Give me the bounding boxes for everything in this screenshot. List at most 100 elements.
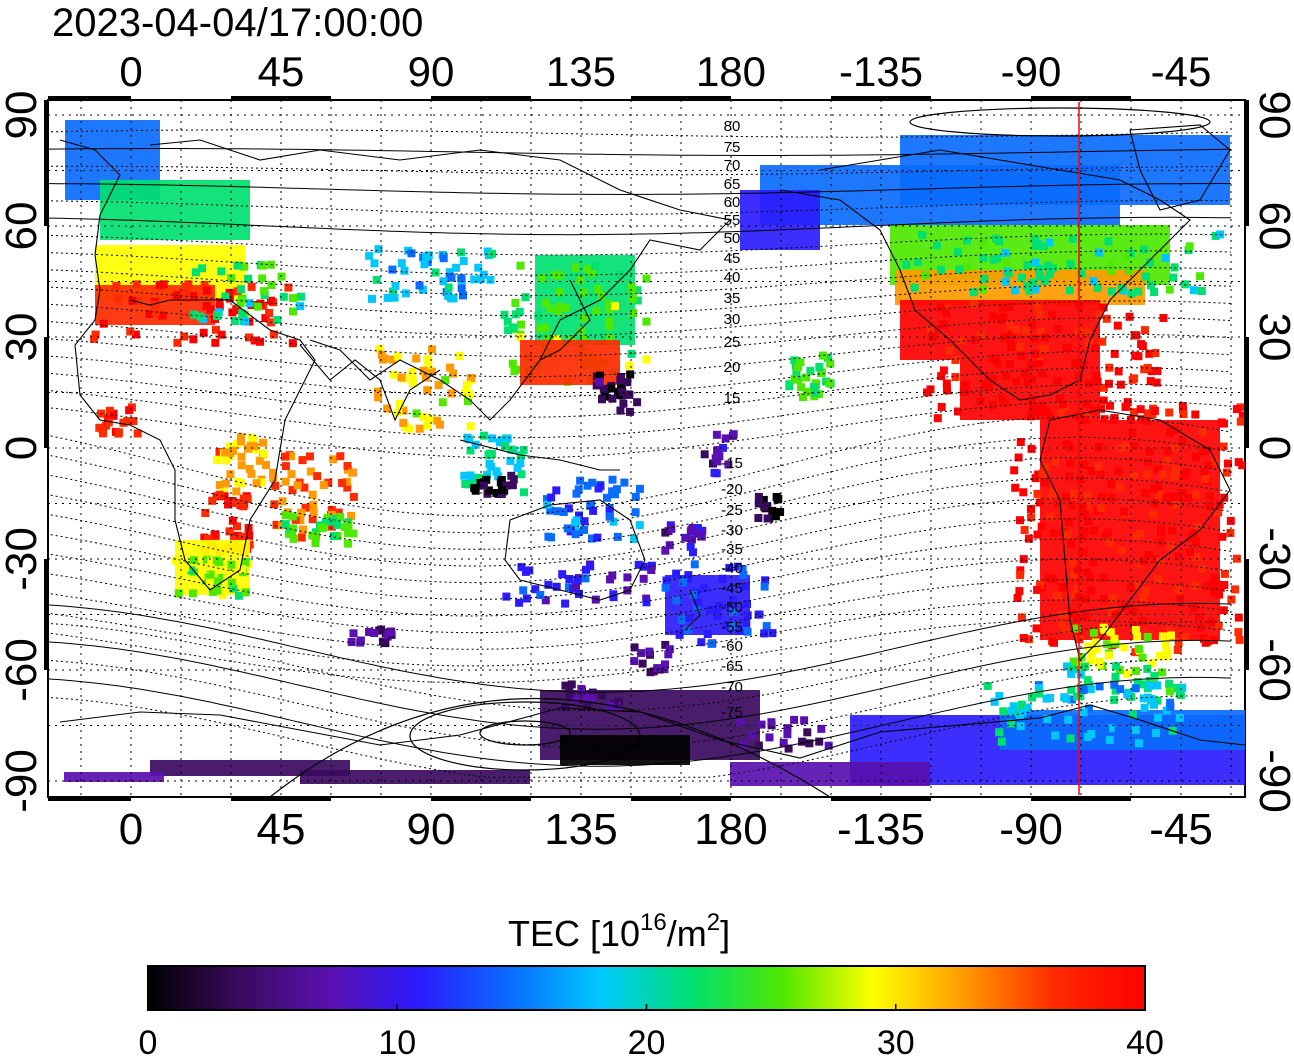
tec-cell: [1154, 713, 1163, 722]
tec-cell: [1141, 489, 1150, 498]
tec-cell: [1035, 689, 1044, 698]
tec-cell: [445, 272, 454, 281]
tec-cell: [1098, 492, 1106, 501]
tec-cell: [236, 285, 245, 294]
tec-cell: [1078, 503, 1087, 512]
tec-cell: [132, 280, 141, 289]
tec-cell: [245, 464, 254, 473]
tec-cell: [520, 488, 528, 497]
tec-cell: [661, 546, 670, 555]
tec-cell: [508, 359, 517, 368]
tec-cell: [1196, 272, 1205, 281]
top-border-band: [431, 96, 531, 101]
tec-cell: [689, 590, 698, 599]
tec-cell: [584, 265, 593, 274]
tec-cell: [452, 263, 461, 272]
tec-cell: [605, 333, 614, 342]
tec-cell: [587, 694, 596, 703]
tec-cell: [1037, 328, 1046, 336]
tec-cell: [399, 418, 408, 427]
tec-cell: [1107, 266, 1116, 275]
tec-cell: [1062, 694, 1071, 703]
tec-cell: [954, 407, 962, 416]
tec-cell: [1107, 480, 1116, 489]
tec-cell: [983, 682, 992, 690]
tec-cell: [811, 388, 820, 397]
tec-cell: [279, 292, 288, 301]
tec-cell: [951, 355, 960, 364]
tec-cell: [525, 566, 534, 575]
tec-cell: [725, 563, 734, 572]
coastline: [149, 139, 732, 421]
tec-cell: [215, 302, 224, 311]
mag-lat-contour: [48, 165, 1232, 176]
tec-cell: [709, 459, 717, 468]
tec-cell: [1048, 637, 1057, 646]
tec-cell: [513, 365, 522, 374]
tec-cell: [969, 300, 978, 309]
tec-cell: [217, 330, 226, 339]
tec-cell: [1017, 273, 1026, 282]
tec-cell: [1143, 633, 1152, 641]
tec-cell: [415, 424, 424, 433]
tec-cell: [252, 479, 261, 488]
tec-cell: [1172, 684, 1181, 693]
tec-cell: [109, 411, 118, 420]
right-border-band: [1244, 100, 1249, 226]
tec-cell: [327, 522, 336, 531]
tec-cell: [629, 309, 638, 318]
tec-cell: [963, 236, 971, 245]
tec-cell: [571, 523, 580, 531]
tec-cell: [133, 429, 142, 438]
mag-lat-contour: [48, 518, 1232, 600]
tec-cell: [1193, 523, 1202, 531]
tec-cell: [343, 462, 352, 470]
mag-lat-contour: [48, 216, 1232, 236]
mag-lat-contour: [48, 436, 1232, 534]
tec-cell: [608, 487, 617, 496]
tec-cell: [1201, 475, 1210, 483]
mag-lat-contour: [48, 558, 1232, 634]
tec-cell: [245, 333, 253, 342]
tec-cell: [818, 351, 827, 360]
tec-cell: [211, 325, 220, 334]
tec-cell: [195, 576, 204, 585]
tec-cell: [1068, 609, 1077, 618]
tec-cell: [179, 568, 188, 577]
tec-cell: [1089, 277, 1098, 286]
mag-lat-label: -20: [721, 481, 743, 498]
mag-lat-label: -45: [721, 580, 743, 597]
tec-cell: [215, 481, 224, 490]
tec-cell: [1150, 672, 1159, 681]
tec-cell: [615, 270, 624, 279]
tec-cell: [498, 486, 506, 495]
tec-cell: [394, 352, 403, 361]
tec-cell: [479, 431, 488, 440]
tec-cell: [1067, 685, 1076, 694]
tec-cell: [1144, 551, 1153, 559]
tec-cell: [1046, 512, 1055, 521]
tec-cell: [231, 499, 240, 508]
tec-cell: [1143, 664, 1152, 673]
tec-cell: [559, 508, 568, 516]
tec-cell: [1013, 593, 1022, 602]
tec-cell: [664, 650, 673, 659]
top-border-band: [48, 96, 131, 101]
tec-cell: [759, 495, 768, 504]
tec-cell: [1043, 261, 1052, 270]
tec-cell: [390, 293, 399, 302]
tec-cell: [329, 532, 338, 541]
tec-cell: [288, 512, 297, 521]
tec-cell: [1007, 719, 1015, 728]
tec-cell: [405, 424, 414, 433]
tec-cell: [281, 462, 290, 471]
tec-cell: [425, 415, 433, 423]
tec-cell: [609, 517, 618, 526]
tec-cell: [125, 406, 134, 415]
tec-cell: [1086, 656, 1095, 665]
tec-cell: [955, 265, 964, 274]
colorbar: [147, 965, 1146, 1011]
tec-cell: [233, 261, 242, 270]
tec-cell: [760, 582, 769, 591]
